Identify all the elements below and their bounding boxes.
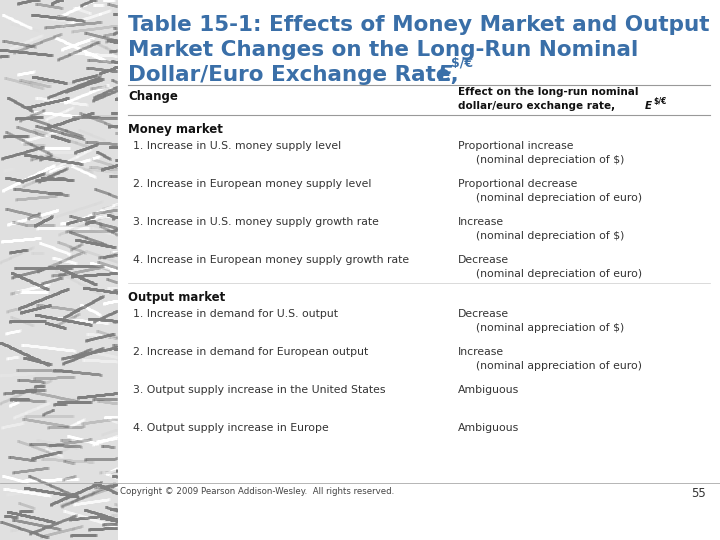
Text: Dollar/Euro Exchange Rate,: Dollar/Euro Exchange Rate,: [128, 65, 467, 85]
Text: Change: Change: [128, 90, 178, 103]
Text: 4. Output supply increase in Europe: 4. Output supply increase in Europe: [133, 423, 329, 433]
Text: Proportional increase: Proportional increase: [458, 141, 574, 151]
Text: 2. Increase in demand for European output: 2. Increase in demand for European outpu…: [133, 347, 368, 357]
Text: (nominal appreciation of euro): (nominal appreciation of euro): [476, 361, 642, 371]
Text: Output market: Output market: [128, 291, 225, 304]
Text: (nominal depreciation of $): (nominal depreciation of $): [476, 231, 624, 241]
Text: Ambiguous: Ambiguous: [458, 385, 519, 395]
Text: 1. Increase in U.S. money supply level: 1. Increase in U.S. money supply level: [133, 141, 341, 151]
Text: 3. Increase in U.S. money supply growth rate: 3. Increase in U.S. money supply growth …: [133, 217, 379, 227]
Text: (nominal depreciation of euro): (nominal depreciation of euro): [476, 193, 642, 203]
Text: (nominal depreciation of euro): (nominal depreciation of euro): [476, 269, 642, 279]
Text: (nominal appreciation of $): (nominal appreciation of $): [476, 323, 624, 333]
FancyBboxPatch shape: [118, 0, 720, 540]
Text: Money market: Money market: [128, 123, 223, 136]
Text: 2. Increase in European money supply level: 2. Increase in European money supply lev…: [133, 179, 372, 189]
Text: Effect on the long-run nominal: Effect on the long-run nominal: [458, 87, 639, 97]
Text: Ambiguous: Ambiguous: [458, 423, 519, 433]
Text: $/€: $/€: [653, 97, 667, 106]
Text: $/€: $/€: [451, 57, 473, 70]
Text: Proportional decrease: Proportional decrease: [458, 179, 577, 189]
Text: Increase: Increase: [458, 217, 504, 227]
Text: Increase: Increase: [458, 347, 504, 357]
Text: Market Changes on the Long-Run Nominal: Market Changes on the Long-Run Nominal: [128, 40, 638, 60]
Text: E: E: [645, 101, 652, 111]
Text: Copyright © 2009 Pearson Addison-Wesley.  All rights reserved.: Copyright © 2009 Pearson Addison-Wesley.…: [120, 487, 395, 496]
Text: 3. Output supply increase in the United States: 3. Output supply increase in the United …: [133, 385, 385, 395]
Text: Decrease: Decrease: [458, 309, 509, 319]
Text: E: E: [438, 65, 453, 85]
Text: 4. Increase in European money supply growth rate: 4. Increase in European money supply gro…: [133, 255, 409, 265]
Text: 1. Increase in demand for U.S. output: 1. Increase in demand for U.S. output: [133, 309, 338, 319]
Text: (nominal depreciation of $): (nominal depreciation of $): [476, 155, 624, 165]
Text: dollar/euro exchange rate,: dollar/euro exchange rate,: [458, 101, 618, 111]
Text: Decrease: Decrease: [458, 255, 509, 265]
Text: 55: 55: [691, 487, 706, 500]
Text: Table 15-1: Effects of Money Market and Output: Table 15-1: Effects of Money Market and …: [128, 15, 709, 35]
